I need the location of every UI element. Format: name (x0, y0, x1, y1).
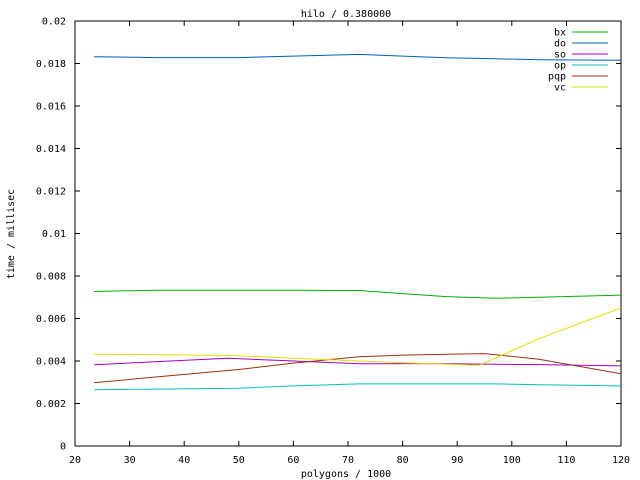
x-axis-ticks: 20 30 40 50 60 70 80 90 100 110 120 (69, 21, 630, 466)
series-line-pqp (94, 353, 622, 384)
y-tick-label: 0.018 (36, 59, 66, 70)
plot-frame (74, 20, 622, 447)
legend-label-vc: vc (554, 83, 566, 94)
x-tick-label: 50 (233, 455, 245, 466)
x-tick-label: 110 (557, 455, 575, 466)
x-axis-label: polygons / 1000 (301, 469, 391, 480)
x-tick-label: 90 (451, 455, 463, 466)
y-tick-label: 0.012 (36, 187, 66, 198)
x-tick-label: 60 (287, 455, 299, 466)
x-tick-label: 70 (342, 455, 354, 466)
y-tick-label: 0.016 (36, 102, 66, 113)
legend-label-pqp: pqp (548, 72, 566, 83)
legend-label-do: do (554, 39, 566, 50)
legend-label-op: op (554, 61, 566, 72)
y-tick-label: 0 (60, 442, 66, 453)
x-tick-label: 120 (612, 455, 630, 466)
y-tick-label: 0.004 (36, 357, 66, 368)
y-axis-label: time / millisec (6, 189, 17, 279)
legend-label-bx: bx (554, 28, 566, 39)
y-tick-label: 0.008 (36, 272, 66, 283)
series-line-do (94, 53, 622, 61)
legend-label-so: so (554, 50, 566, 61)
series-layer (94, 53, 622, 391)
y-tick-label: 0.02 (42, 17, 66, 28)
y-tick-label: 0.01 (42, 229, 66, 240)
x-tick-label: 20 (69, 455, 81, 466)
x-tick-label: 40 (178, 455, 190, 466)
x-tick-label: 30 (124, 455, 136, 466)
x-tick-label: 100 (503, 455, 521, 466)
chart-title: hilo / 0.380000 (301, 9, 391, 20)
y-axis-ticks: 0 0.002 0.004 0.006 0.008 0.01 0.012 0.014 0.016… (36, 17, 621, 453)
x-tick-label: 80 (397, 455, 409, 466)
series-line-vc (94, 307, 622, 366)
series-line-so (94, 357, 622, 367)
y-tick-label: 0.002 (36, 399, 66, 410)
series-line-bx (94, 289, 622, 299)
series-line-op (94, 383, 622, 391)
y-tick-label: 0.006 (36, 314, 66, 325)
y-tick-label: 0.014 (36, 144, 66, 155)
plot-border (74, 20, 622, 447)
